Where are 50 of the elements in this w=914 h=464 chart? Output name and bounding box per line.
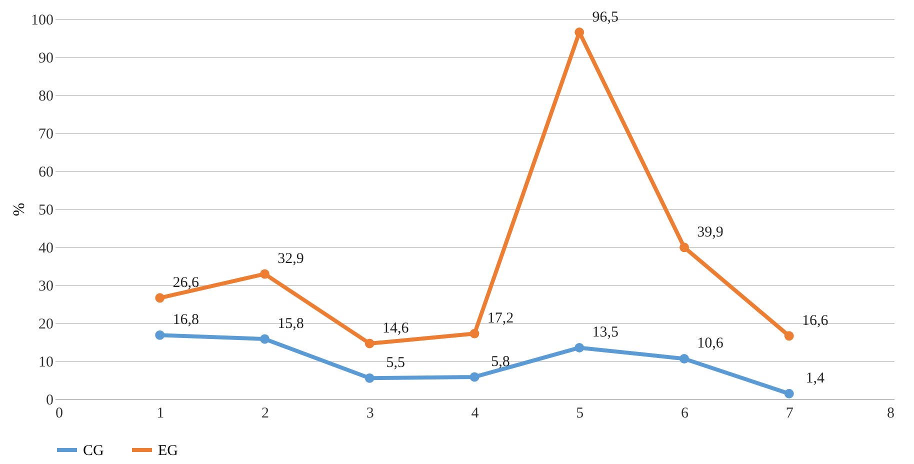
- y-tick-label: 0: [46, 392, 54, 408]
- data-label: 14,6: [382, 320, 410, 337]
- data-label: 10,6: [697, 336, 724, 352]
- y-tick-label: 40: [38, 240, 54, 256]
- data-label: 15,8: [278, 316, 304, 332]
- data-label: 39,9: [697, 224, 724, 240]
- y-tick-label: 100: [31, 12, 54, 28]
- y-tick-label: 80: [38, 88, 54, 104]
- point: [470, 328, 480, 338]
- point: [784, 331, 794, 341]
- point: [155, 293, 165, 303]
- point: [784, 388, 794, 398]
- y-tick-label: 60: [38, 164, 54, 180]
- legend-label: CG: [83, 443, 104, 459]
- x-tick-label: 7: [786, 406, 794, 422]
- y-tick-label: 10: [38, 354, 54, 370]
- x-tick-label: 1: [156, 406, 164, 422]
- y-axis-title: %: [11, 202, 28, 216]
- point: [470, 372, 480, 382]
- y-tick-label: 20: [38, 316, 54, 332]
- data-label: 96,5: [592, 9, 618, 26]
- x-tick-label: 5: [576, 406, 584, 422]
- legend-label: EG: [158, 443, 178, 459]
- point: [364, 373, 374, 383]
- y-tick-label: 90: [38, 50, 54, 66]
- x-tick-label: 6: [681, 406, 689, 422]
- point: [260, 334, 270, 344]
- data-label: 26,6: [172, 274, 200, 291]
- y-tick-label: 30: [38, 278, 54, 294]
- data-label: 5,5: [386, 355, 405, 372]
- data-label: 16,6: [802, 312, 829, 329]
- x-tick-label: 3: [366, 406, 374, 422]
- data-label: 13,5: [592, 324, 618, 341]
- data-label: 16,8: [172, 312, 199, 328]
- data-label: 32,9: [278, 250, 304, 267]
- x-tick-label: 2: [262, 406, 269, 422]
- data-label: 17,2: [487, 310, 514, 327]
- point: [574, 342, 584, 352]
- y-tick-label: 50: [38, 202, 54, 218]
- point: [680, 242, 689, 252]
- point: [574, 28, 584, 38]
- point: [680, 354, 689, 364]
- x-tick-label: 4: [471, 406, 480, 422]
- point: [155, 330, 165, 340]
- x-tick-label: 8: [887, 406, 894, 422]
- point: [364, 338, 374, 348]
- data-label: 1,4: [806, 370, 825, 387]
- point: [260, 269, 270, 279]
- data-label: 5,8: [491, 354, 510, 370]
- y-tick-label: 70: [38, 126, 54, 142]
